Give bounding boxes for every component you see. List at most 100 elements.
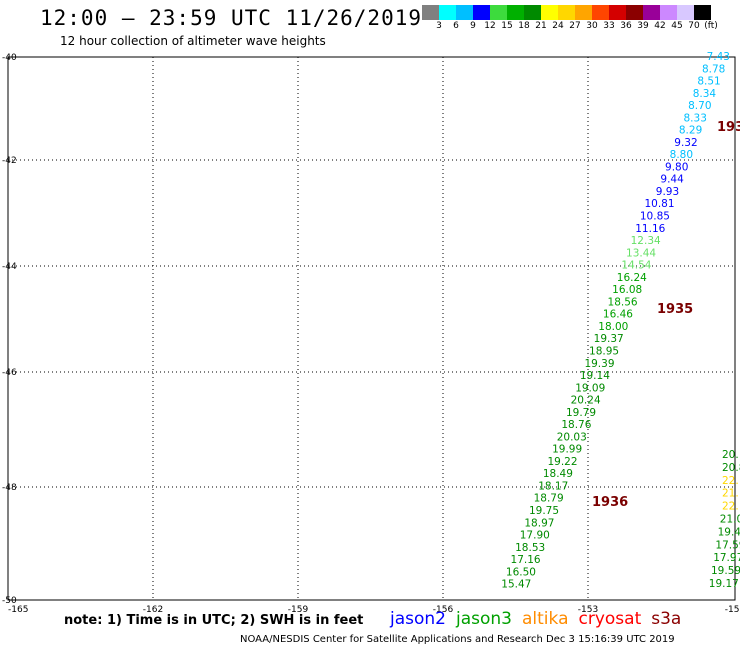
wave-height-label: 12.34 [631, 235, 661, 247]
color-bar-label: 70 [688, 21, 700, 31]
color-bar-label: 24 [552, 21, 564, 31]
wave-height-label: 21.00 [720, 514, 740, 526]
wave-height-label: 18.53 [515, 542, 545, 554]
wave-height-label: 18.97 [524, 517, 554, 529]
wave-height-label: 20.03 [557, 431, 587, 443]
wave-height-label: 17.90 [520, 530, 550, 542]
wave-height-label: 8.34 [693, 88, 717, 100]
color-bar-label: 27 [569, 21, 581, 31]
wave-height-label: 15.47 [501, 579, 531, 591]
y-tick-label: -46 [2, 368, 17, 378]
wave-height-label: 8.80 [670, 149, 693, 161]
wave-height-label: 13.44 [626, 247, 656, 259]
color-bar-label: 39 [637, 21, 649, 31]
wave-height-label: 9.44 [660, 174, 684, 186]
wave-height-label: 19.17 [709, 578, 739, 590]
map-frame [7, 56, 736, 601]
color-bar-swatch [558, 5, 575, 20]
color-bar-label: 33 [603, 21, 615, 31]
wave-height-label: 19.99 [552, 444, 582, 456]
color-bar-label: 12 [484, 21, 496, 31]
color-bar-label: 18 [518, 21, 530, 31]
x-tick-label: -153 [578, 605, 598, 615]
satellite-legend: jason2 jason3 altika cryosat s3a [390, 609, 691, 629]
color-bar-swatch [643, 5, 660, 20]
wave-height-label: 19.39 [584, 358, 614, 370]
color-bar-label: 3 [436, 21, 442, 31]
x-tick-label: -159 [288, 605, 309, 615]
x-tick-label: -165 [8, 605, 28, 615]
y-tick-label: -50 [2, 596, 17, 606]
wave-height-label: 8.29 [679, 125, 702, 137]
wave-height-label: 19.59 [711, 565, 740, 577]
wave-height-label: 18.79 [534, 493, 564, 505]
color-bar-swatch [422, 5, 439, 20]
wave-height-label: 16.24 [617, 272, 647, 284]
wave-height-label: 22. [722, 475, 739, 487]
color-bar-label: 15 [501, 21, 513, 31]
wave-height-label: 16.46 [603, 309, 633, 321]
color-bar [422, 5, 711, 20]
color-bar-swatch [473, 5, 490, 20]
wave-height-label: 20.8 [722, 462, 740, 474]
wave-height-label: 7.43 [707, 51, 730, 63]
wave-height-label: 18.49 [543, 468, 573, 480]
color-bar-swatch [439, 5, 456, 20]
wave-height-label: 17.59 [715, 539, 740, 551]
wave-height-label: 8.51 [697, 76, 720, 88]
color-bar-swatch [694, 5, 711, 20]
legend-item-altika: altika [522, 609, 569, 629]
color-bar-label: 42 [654, 21, 666, 31]
wave-height-label: 19.40 [718, 526, 740, 538]
wave-height-label: 19.37 [594, 333, 624, 345]
color-bar-swatch [677, 5, 694, 20]
wave-height-label: 19.09 [575, 382, 605, 394]
color-bar-label: 30 [586, 21, 598, 31]
y-tick-label: -42 [2, 156, 17, 166]
color-bar-swatch [592, 5, 609, 20]
wave-height-label: 19.79 [566, 407, 596, 419]
wave-height-label: 20.24 [571, 395, 601, 407]
wave-height-label: 14.54 [621, 260, 651, 272]
legend-item-jason3: jason3 [456, 609, 512, 629]
y-tick-label: -40 [2, 53, 17, 63]
pass-time-label: 193 [717, 120, 740, 135]
color-bar-swatch [575, 5, 592, 20]
wave-height-label: 10.81 [644, 198, 674, 210]
wave-height-label: 22. [722, 501, 739, 513]
wave-height-label: 9.32 [674, 137, 697, 149]
wave-height-label: 20. [722, 449, 739, 461]
wave-height-label: 21. [722, 488, 739, 500]
wave-height-label: 16.50 [506, 566, 536, 578]
color-bar-labels: 3 6 9 12 15 18 21 24 27 30 33 36 39 42 45 70 (ft) [422, 21, 740, 35]
color-bar-swatch [541, 5, 558, 20]
wave-height-label: 19.14 [580, 370, 610, 382]
wave-height-label: 18.00 [598, 321, 628, 333]
footer-note: note: 1) Time is in UTC; 2) SWH is in fe… [64, 613, 364, 628]
wave-height-label: 10.85 [640, 211, 670, 223]
color-bar-swatch [524, 5, 541, 20]
color-bar-swatch [660, 5, 677, 20]
wave-height-label: 16.08 [612, 284, 642, 296]
legend-item-s3a: s3a [651, 609, 682, 629]
wave-height-label: 11.16 [635, 223, 665, 235]
wave-height-label: 8.70 [688, 100, 711, 112]
color-bar-label: (ft) [704, 21, 718, 31]
color-bar-swatch [456, 5, 473, 20]
wave-height-label: 18.56 [608, 296, 638, 308]
color-bar-label: 36 [620, 21, 632, 31]
color-bar-swatch [490, 5, 507, 20]
wave-height-label: 18.76 [561, 419, 591, 431]
color-bar-label: 6 [453, 21, 459, 31]
wave-height-label: 8.78 [702, 63, 725, 75]
wave-height-label: 17.97 [713, 552, 740, 564]
wave-height-label: 18.17 [538, 480, 568, 492]
wave-height-label: 19.22 [547, 456, 577, 468]
wave-height-label: 17.16 [511, 554, 541, 566]
wave-height-label: 8.33 [684, 112, 707, 124]
y-tick-label: -44 [2, 262, 17, 272]
color-bar-label: 9 [470, 21, 476, 31]
wave-height-label: 9.93 [656, 186, 679, 198]
page-title: 12:00 — 23:59 UTC 11/26/2019 [40, 6, 423, 30]
